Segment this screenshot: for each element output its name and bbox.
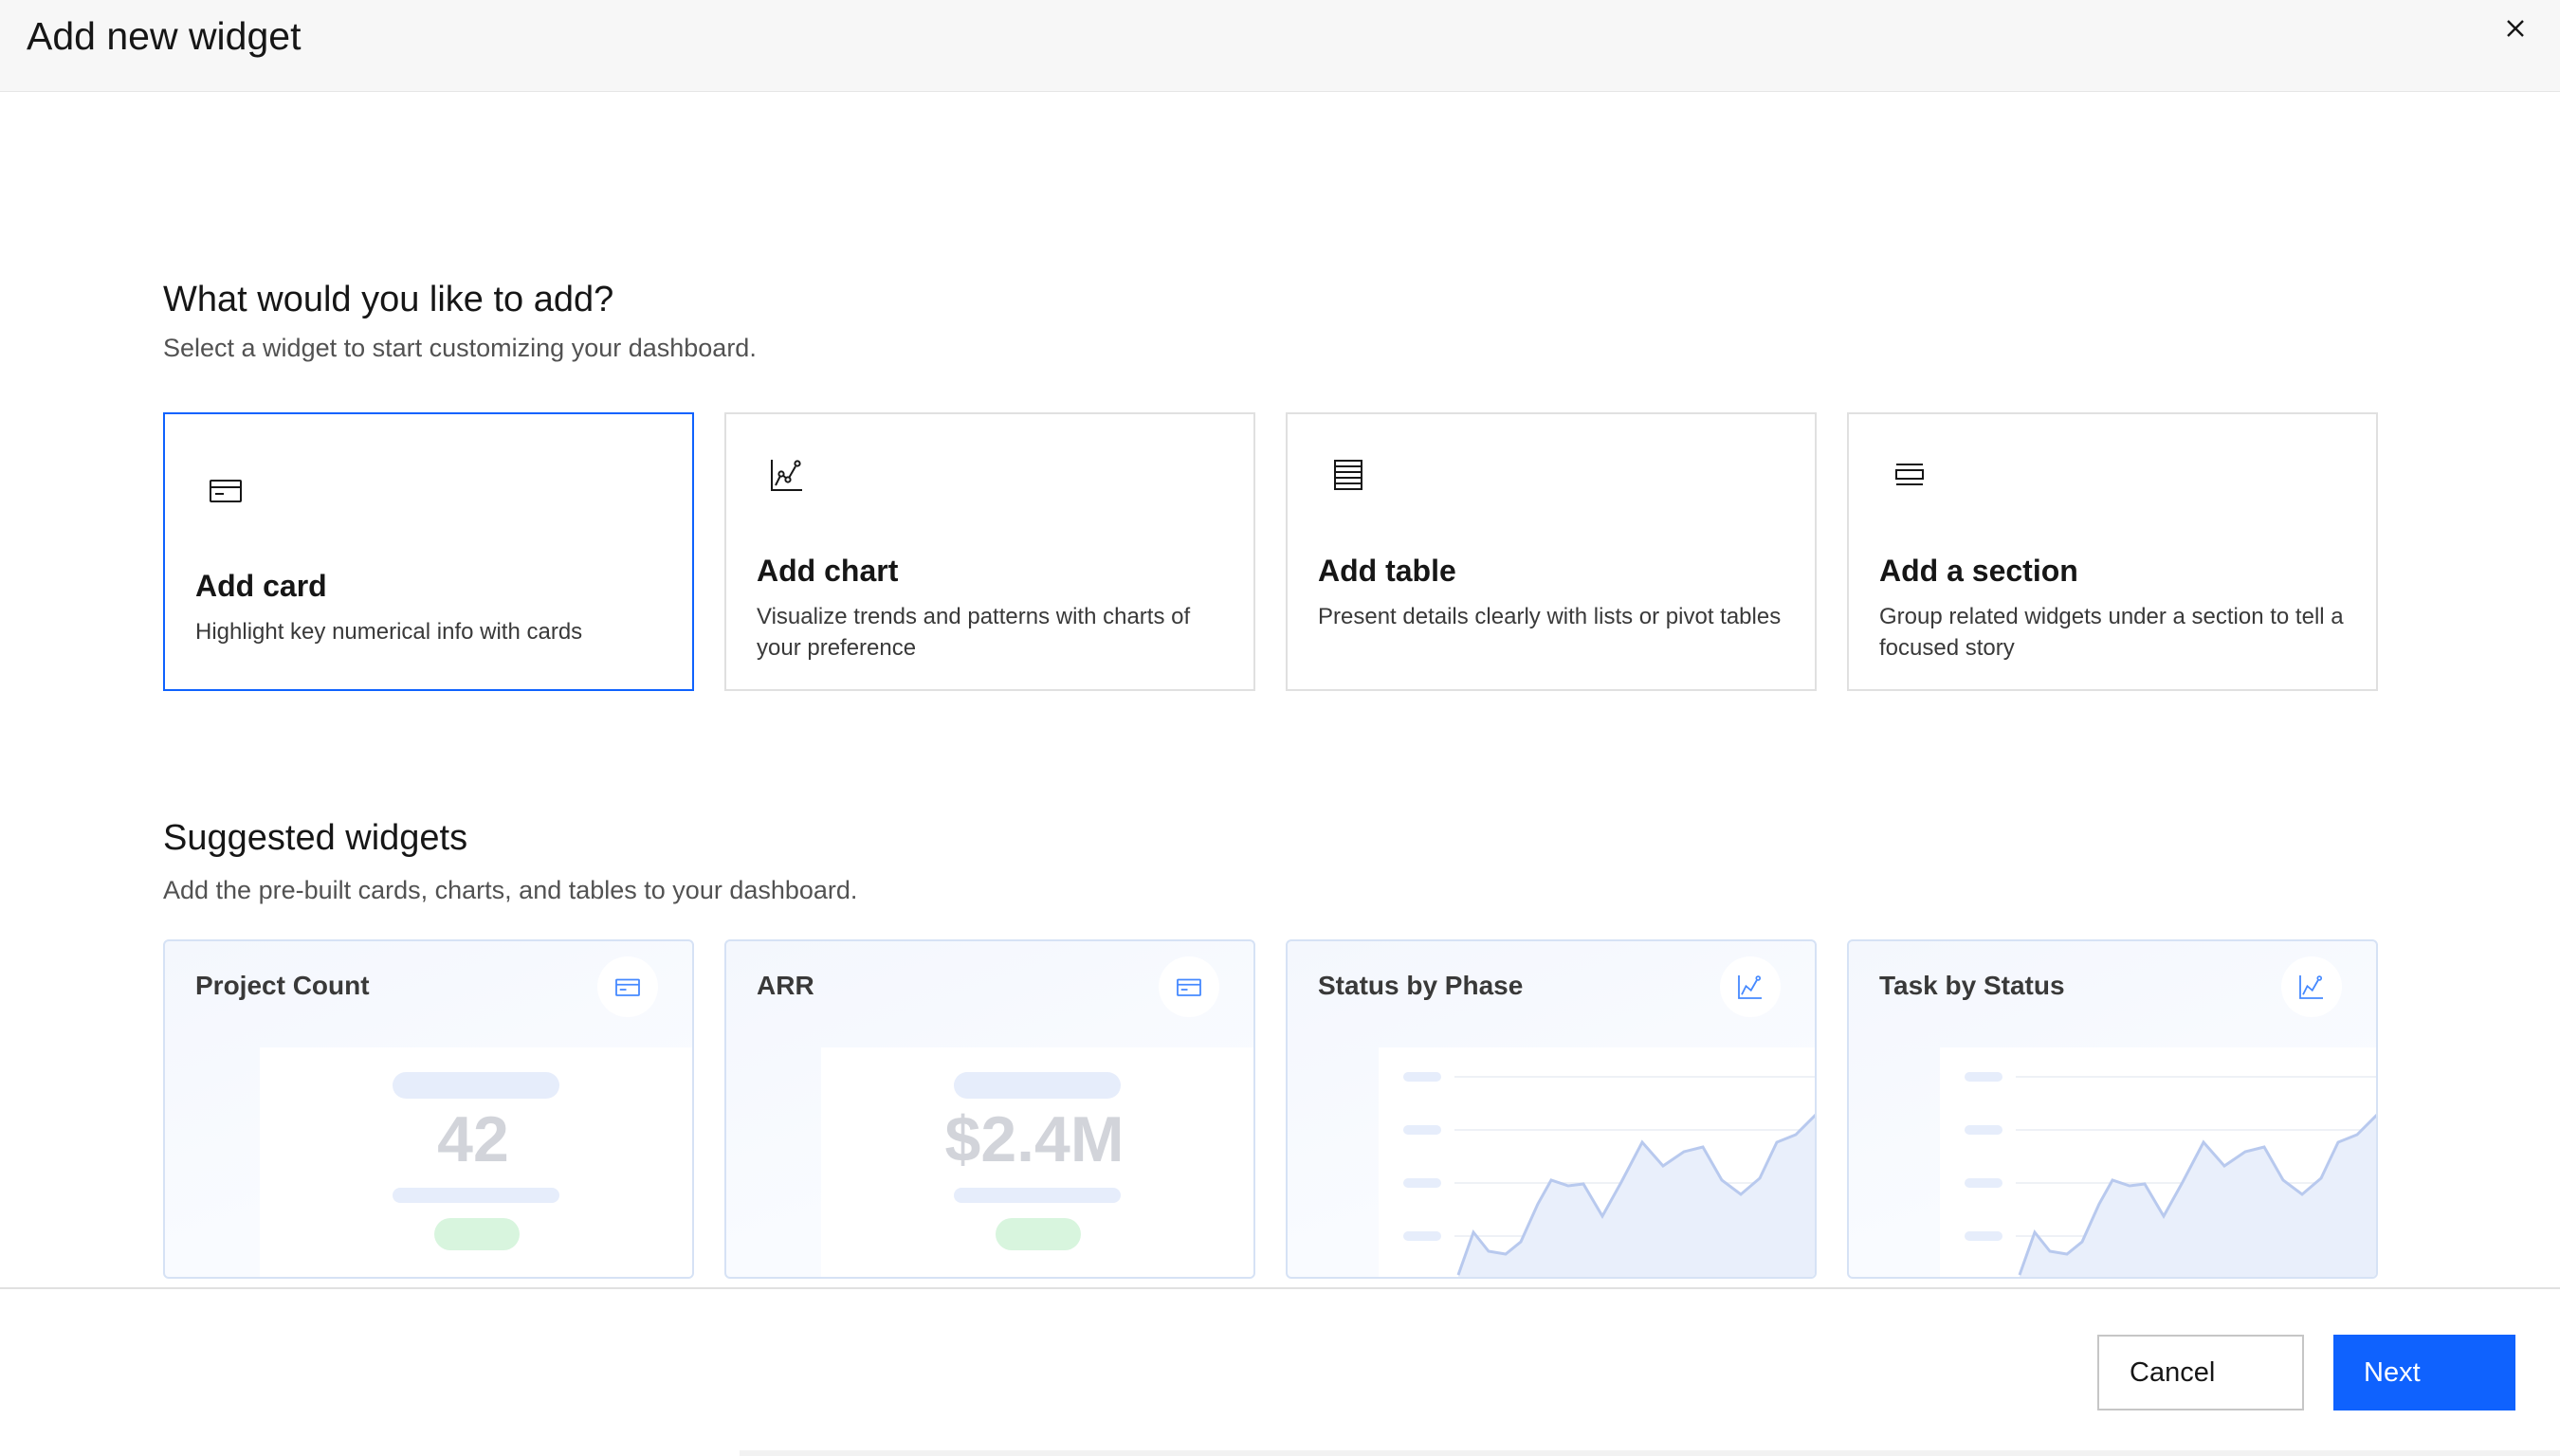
suggested-widget-arr[interactable]: ARR $2.4M [724,939,1255,1279]
widget-preview [1940,1047,2376,1277]
preview-line-chart [1403,1072,1815,1277]
widget-title: Task by Status [1879,971,2065,1000]
next-button[interactable]: Next [2333,1335,2515,1410]
widget-preview: $2.4M [821,1047,1253,1277]
option-description: Visualize trends and patterns with chart… [757,604,1191,661]
chart-icon [2299,975,2323,999]
option-add-section[interactable]: Add a section Group related widgets unde… [1847,412,2378,691]
widget-type-badge [2281,956,2342,1017]
preview-trend-pill [434,1218,520,1250]
section-icon [1895,464,1924,485]
suggested-heading: Suggested widgets [163,818,468,858]
option-title: Add table [1318,554,1456,588]
widget-preview: 42 [260,1047,692,1277]
widget-title: ARR [757,971,814,1000]
preview-area [2020,1116,2376,1277]
table-icon [1334,460,1362,490]
suggested-subheading: Add the pre-built cards, charts, and tab… [163,876,858,904]
footer-divider [0,1287,2560,1289]
option-add-chart[interactable]: Add chart Visualize trends and patterns … [724,412,1255,691]
preview-line [1456,1113,1815,1276]
chart-icon [771,460,802,491]
preview-meta-bar [954,1188,1121,1203]
modal-header: Add new widget [0,0,2560,92]
modal-title: Add new widget [27,14,302,58]
preview-label-bar [954,1072,1121,1099]
close-button[interactable] [2496,9,2534,47]
widget-title: Status by Phase [1318,971,1524,1000]
chart-icon [1738,975,1762,999]
preview-gridlines [1965,1072,2376,1241]
cancel-button[interactable]: Cancel [2097,1335,2304,1410]
suggested-widget-task-by-status[interactable]: Task by Status [1847,939,2378,1279]
close-icon [2507,20,2524,37]
suggested-widget-project-count[interactable]: Project Count 42 [163,939,694,1279]
widget-type-badge [1720,956,1781,1017]
preview-line-chart [1965,1072,2376,1277]
option-description: Group related widgets under a section to… [1879,604,2344,661]
card-icon [210,480,242,502]
preview-label-bar [393,1072,559,1099]
option-description: Present details clearly with lists or pi… [1318,604,1782,629]
widget-type-badge [1159,956,1219,1017]
option-description: Highlight key numerical info with cards [195,619,583,645]
option-add-card[interactable]: Add card Highlight key numerical info wi… [163,412,694,691]
option-add-table[interactable]: Add table Present details clearly with l… [1286,412,1817,691]
option-title: Add card [195,569,327,603]
add-heading: What would you like to add? [163,280,614,319]
widget-preview [1379,1047,1815,1277]
option-title: Add chart [757,554,899,588]
bottom-strip [740,1450,2560,1456]
add-subheading: Select a widget to start customizing you… [163,334,757,362]
card-icon [1177,978,1201,996]
suggested-widget-status-by-phase[interactable]: Status by Phase [1286,939,1817,1279]
preview-gridlines [1403,1072,1815,1241]
widget-type-badge [597,956,658,1017]
option-title: Add a section [1879,554,2078,588]
preview-value: $2.4M [944,1103,1125,1175]
preview-line [2018,1113,2376,1276]
widget-title: Project Count [195,971,370,1000]
card-icon [615,978,640,996]
preview-meta-bar [393,1188,559,1203]
preview-trend-pill [996,1218,1081,1250]
preview-value: 42 [437,1103,509,1175]
preview-area [1458,1116,1815,1277]
